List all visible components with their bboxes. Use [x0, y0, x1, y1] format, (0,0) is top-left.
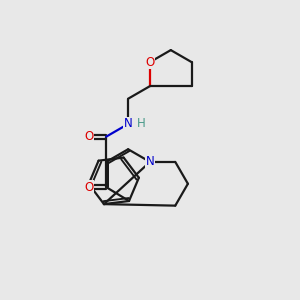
Text: O: O: [84, 130, 93, 143]
Text: N: N: [146, 155, 154, 168]
Text: H: H: [136, 118, 145, 130]
Text: O: O: [84, 181, 93, 194]
Text: O: O: [146, 56, 154, 69]
Text: N: N: [124, 118, 133, 130]
